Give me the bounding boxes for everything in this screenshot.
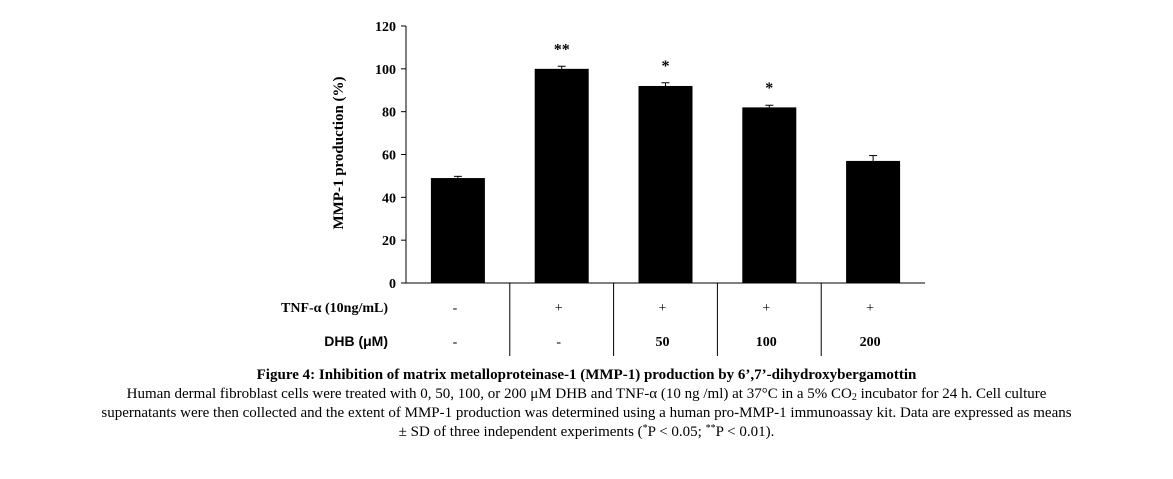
table-cell: -: [556, 335, 561, 350]
table-cell: -: [453, 335, 458, 350]
table-cell: +: [866, 301, 874, 316]
bars: ****: [430, 41, 901, 283]
bar: [742, 107, 797, 283]
table-cell: +: [762, 301, 770, 316]
table-cell: 200: [860, 335, 881, 350]
table-cell: +: [555, 301, 563, 316]
table-cell: -: [453, 301, 458, 316]
table-cell: +: [659, 301, 667, 316]
figure-caption: Figure 4: Inhibition of matrix metallopr…: [0, 366, 1173, 442]
y-tick-label: 80: [382, 106, 396, 121]
caption-line-3: ± SD of three independent experiments (*…: [0, 423, 1173, 442]
table-row-label: TNF-α (10ng/mL): [281, 301, 388, 316]
y-tick-label: 20: [382, 234, 396, 249]
caption-text: ± SD of three independent experiments (: [398, 424, 643, 440]
y-tick-label: 0: [389, 277, 396, 292]
y-axis-label: MMP-1 production (%): [331, 76, 347, 229]
caption-text: incubator for 24 h. Cell culture: [856, 386, 1047, 402]
table-cell: 100: [756, 335, 777, 350]
caption-superscript: *: [642, 423, 648, 434]
caption-text: P < 0.01).: [715, 424, 775, 440]
table-cell: 50: [656, 335, 670, 350]
caption-superscript: **: [705, 423, 716, 434]
y-ticks: 0 20 40 60 80 100 120: [375, 20, 406, 292]
bar: [638, 85, 693, 283]
y-tick-label: 40: [382, 191, 396, 206]
significance-marker: *: [765, 80, 773, 97]
caption-line-1: Human dermal fibroblast cells were treat…: [0, 385, 1173, 404]
caption-text: P < 0.05;: [647, 424, 706, 440]
bar: [430, 178, 485, 283]
significance-marker: **: [554, 41, 570, 58]
table-row-label: DHB (μM): [324, 333, 388, 349]
caption-subscript: 2: [851, 392, 857, 403]
y-tick-label: 100: [375, 63, 396, 78]
bar: [846, 160, 901, 283]
caption-line-2: supernatants were then collected and the…: [101, 405, 1072, 421]
caption-title: Figure 4: Inhibition of matrix metallopr…: [256, 367, 917, 383]
bar: [534, 68, 589, 283]
significance-marker: *: [662, 58, 670, 75]
caption-text: Human dermal fibroblast cells were treat…: [126, 386, 852, 402]
y-tick-label: 120: [375, 20, 396, 35]
y-tick-label: 60: [382, 149, 396, 164]
condition-table: TNF-α (10ng/mL) - + + + + DHB (μM) - - 50 100 200: [281, 283, 881, 356]
